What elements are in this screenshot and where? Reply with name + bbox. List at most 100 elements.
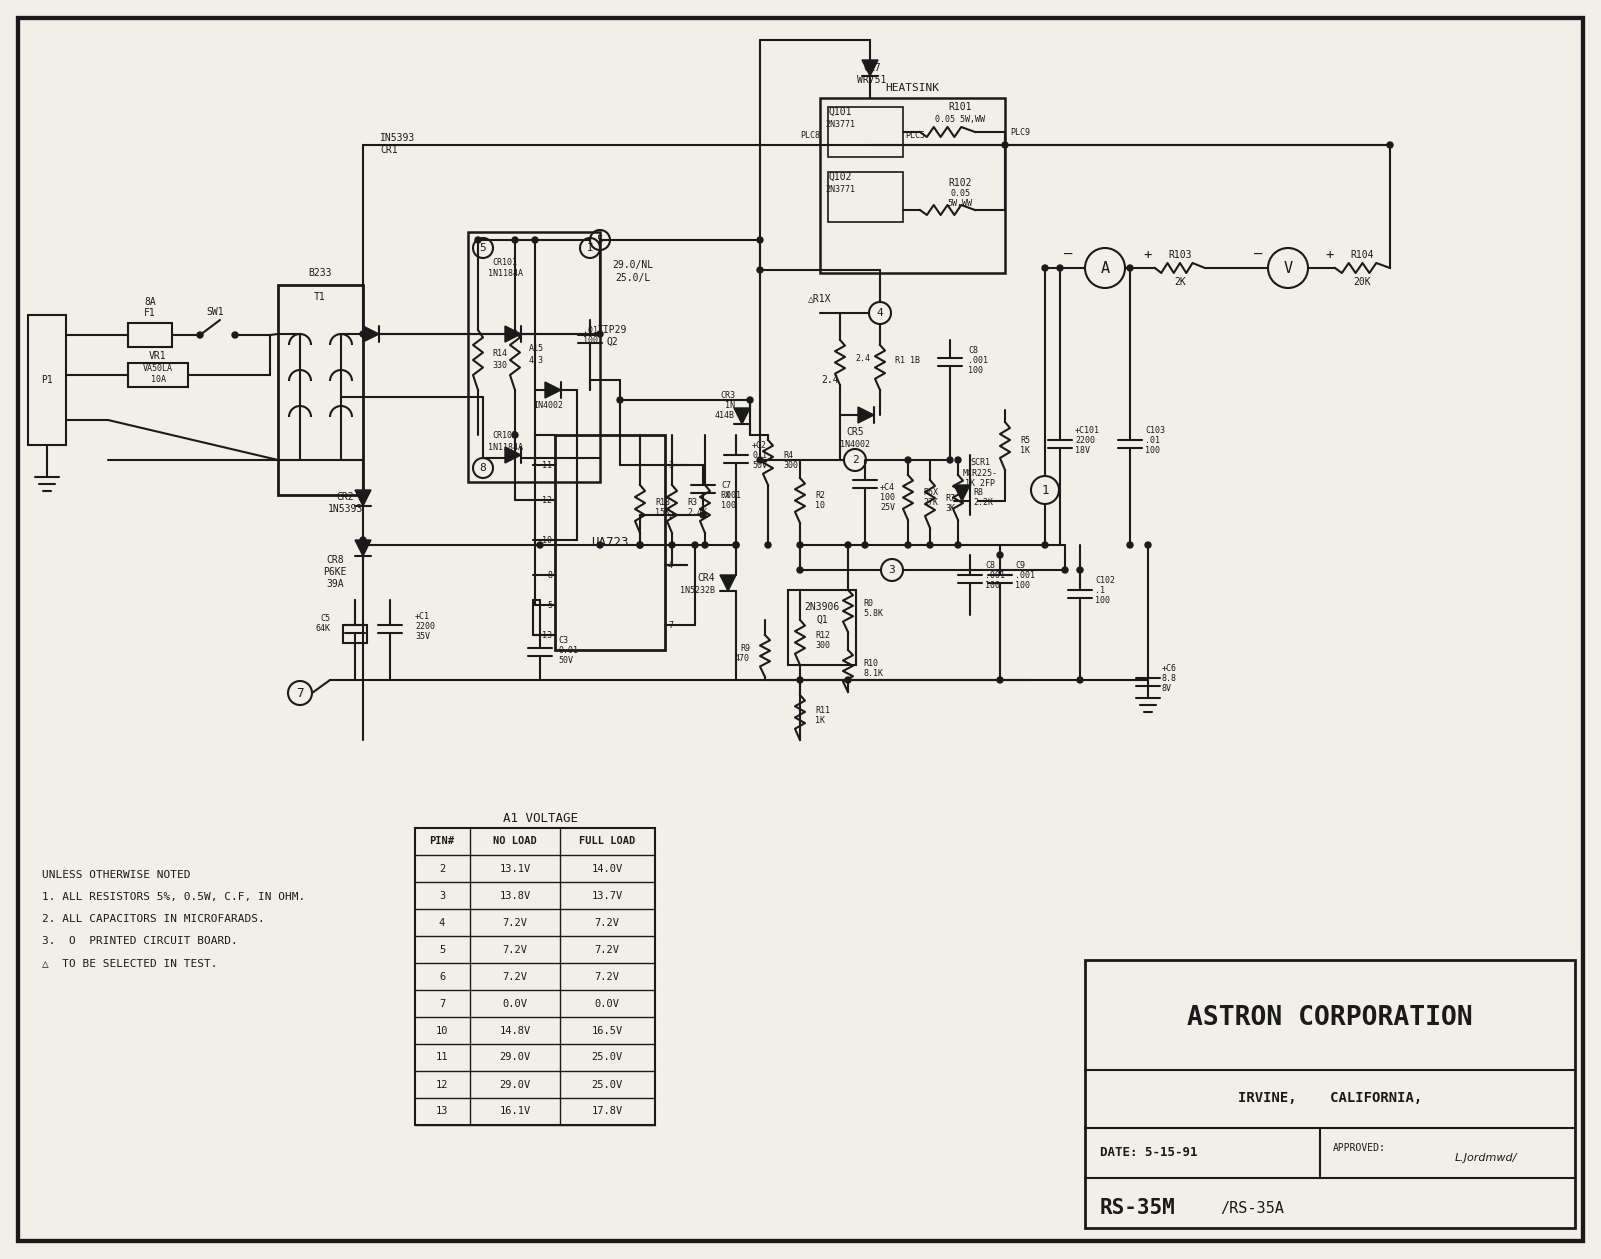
Text: .001: .001 — [969, 355, 988, 365]
Text: R14: R14 — [492, 349, 508, 358]
Text: 2N3771: 2N3771 — [825, 120, 855, 128]
Circle shape — [360, 538, 367, 543]
Text: R9: R9 — [740, 643, 749, 652]
Text: 2N3771: 2N3771 — [825, 185, 855, 194]
Text: 2: 2 — [439, 864, 445, 874]
Text: R3: R3 — [687, 497, 696, 506]
Text: V: V — [1284, 261, 1292, 276]
Text: 8A: 8A — [144, 297, 155, 307]
Circle shape — [1061, 567, 1068, 573]
Text: +C1: +C1 — [415, 612, 431, 621]
Text: 7: 7 — [296, 686, 304, 700]
Text: 35V: 35V — [415, 632, 431, 641]
Polygon shape — [861, 60, 877, 76]
Text: 0.05 5W,WW: 0.05 5W,WW — [935, 115, 985, 123]
Circle shape — [845, 543, 852, 548]
Text: 7.2V: 7.2V — [503, 944, 527, 954]
Text: 7: 7 — [668, 621, 672, 630]
Circle shape — [1077, 677, 1082, 682]
Bar — [27, 315, 66, 444]
Text: 4: 4 — [877, 308, 884, 319]
Circle shape — [637, 543, 644, 548]
Text: 39A: 39A — [327, 579, 344, 589]
Text: 3: 3 — [668, 461, 672, 470]
Text: HEATSINK: HEATSINK — [885, 83, 940, 93]
Circle shape — [956, 543, 961, 548]
Text: APPROVED:: APPROVED: — [1334, 1143, 1386, 1153]
Text: R8: R8 — [973, 487, 983, 496]
Text: 16.5V: 16.5V — [591, 1026, 623, 1035]
Text: 3.  O  PRINTED CIRCUIT BOARD.: 3. O PRINTED CIRCUIT BOARD. — [42, 935, 239, 946]
Circle shape — [997, 551, 1002, 558]
Text: .01: .01 — [1145, 436, 1161, 444]
Text: C8: C8 — [969, 345, 978, 355]
Text: PLC9: PLC9 — [1010, 127, 1029, 136]
Text: A1 VOLTAGE: A1 VOLTAGE — [503, 812, 578, 825]
Text: CR4: CR4 — [698, 573, 716, 583]
Text: –: – — [1254, 248, 1262, 262]
Text: R0: R0 — [863, 598, 873, 608]
Text: C7: C7 — [720, 481, 732, 490]
Text: T1: T1 — [314, 292, 327, 302]
Circle shape — [700, 512, 706, 517]
Polygon shape — [733, 408, 749, 424]
Text: 10: 10 — [543, 535, 552, 544]
Circle shape — [512, 237, 519, 243]
Text: 10A: 10A — [150, 374, 165, 384]
Text: 2: 2 — [852, 454, 858, 465]
Text: 13.1V: 13.1V — [500, 864, 530, 874]
Text: 330: 330 — [492, 360, 508, 369]
Text: 8: 8 — [548, 570, 552, 579]
Text: 12: 12 — [435, 1079, 448, 1089]
Text: .001: .001 — [1015, 570, 1034, 579]
Text: Q1: Q1 — [817, 614, 828, 624]
Text: 100: 100 — [583, 335, 597, 345]
Circle shape — [757, 267, 764, 273]
Text: 8: 8 — [480, 463, 487, 473]
Text: 29.0V: 29.0V — [500, 1053, 530, 1063]
Text: 0.01: 0.01 — [559, 646, 578, 655]
Text: R103: R103 — [1169, 251, 1191, 261]
Text: +C2: +C2 — [752, 441, 767, 449]
Text: 6: 6 — [439, 972, 445, 982]
Text: +C4: +C4 — [881, 482, 895, 491]
Circle shape — [360, 331, 367, 337]
Text: 7.2V: 7.2V — [594, 944, 620, 954]
Text: +C6: +C6 — [1162, 663, 1177, 672]
Circle shape — [536, 543, 543, 548]
Text: IRVINE,    CALIFORNIA,: IRVINE, CALIFORNIA, — [1238, 1092, 1422, 1105]
Text: Q101: Q101 — [828, 107, 852, 117]
Text: 8V: 8V — [1162, 684, 1172, 692]
Text: 8.1K: 8.1K — [863, 669, 884, 677]
Circle shape — [757, 237, 764, 243]
Text: 13.7V: 13.7V — [591, 890, 623, 900]
Text: 10: 10 — [815, 501, 825, 510]
Text: L.Jordmwd/: L.Jordmwd/ — [1455, 1153, 1518, 1163]
Text: PLC5: PLC5 — [905, 131, 925, 140]
Text: 25V: 25V — [881, 502, 895, 511]
Text: +: + — [1326, 248, 1334, 262]
Text: 3: 3 — [439, 890, 445, 900]
Text: 0.0V: 0.0V — [503, 998, 527, 1008]
Bar — [415, 828, 655, 1126]
Text: VA50LA: VA50LA — [142, 364, 173, 373]
Bar — [828, 172, 903, 222]
Text: CR5: CR5 — [847, 427, 865, 437]
Text: CR7: CR7 — [863, 63, 881, 73]
Circle shape — [1386, 142, 1393, 149]
Text: SW1: SW1 — [207, 307, 224, 317]
Circle shape — [1042, 264, 1049, 271]
Text: 5: 5 — [597, 235, 604, 246]
Text: NO LOAD: NO LOAD — [493, 836, 536, 846]
Text: 100: 100 — [720, 501, 736, 510]
Polygon shape — [363, 326, 379, 342]
Text: 25.0V: 25.0V — [591, 1053, 623, 1063]
Circle shape — [997, 677, 1002, 682]
Text: C103: C103 — [1145, 426, 1166, 434]
Bar — [828, 107, 903, 157]
Text: 7: 7 — [439, 998, 445, 1008]
Text: 64K: 64K — [315, 623, 330, 632]
Text: 1N: 1N — [725, 400, 735, 409]
Circle shape — [733, 543, 740, 548]
Text: 5.8K: 5.8K — [863, 608, 884, 617]
